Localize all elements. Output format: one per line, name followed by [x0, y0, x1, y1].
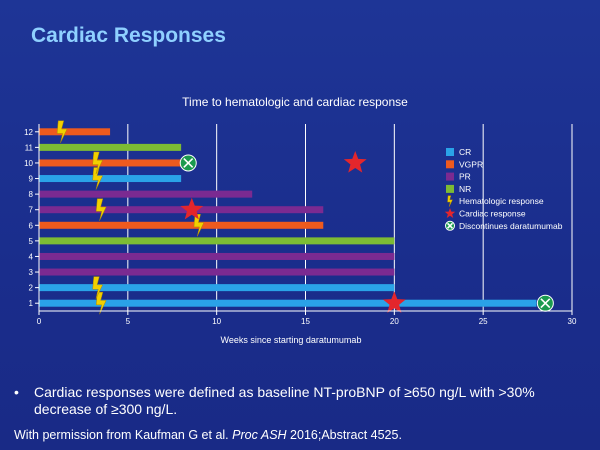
y-tick-label-5: 5	[29, 237, 34, 246]
x-axis-label: Weeks since starting daratumumab	[221, 335, 362, 345]
x-tick-label-20: 20	[390, 317, 399, 326]
bar-patient-1	[39, 299, 537, 307]
legend-label-cr: CR	[459, 147, 471, 157]
y-tick-label-11: 11	[25, 143, 34, 152]
legend-swatch-vgpr	[446, 160, 454, 169]
x-tick-label-30: 30	[568, 317, 577, 326]
discontinue-marker-patient-10	[179, 154, 197, 172]
legend-label-cardiac: Cardiac response	[459, 209, 526, 219]
x-tick-label-5: 5	[126, 317, 131, 326]
bar-patient-2	[39, 284, 395, 292]
bar-patient-5	[39, 237, 395, 245]
response-chart: Time to hematologic and cardiac response…	[24, 95, 577, 345]
hematologic-marker-patient-1	[95, 291, 107, 315]
y-tick-label-12: 12	[24, 128, 33, 137]
bar-patient-11	[39, 143, 182, 151]
hematologic-marker-patient-9	[92, 167, 103, 190]
legend-item-cr: CR	[446, 147, 471, 157]
legend-swatch-pr	[446, 172, 454, 181]
marker-layer	[56, 120, 554, 315]
bar-patient-4	[39, 252, 395, 260]
bullet-marker: •	[14, 384, 19, 400]
x-tick-label-15: 15	[301, 317, 310, 326]
y-tick-label-3: 3	[29, 268, 34, 277]
legend-label-vgpr: VGPR	[459, 159, 483, 169]
bar-patient-7	[39, 206, 324, 214]
legend: CR VGPR PR NR Hematologic response Cardiac re…	[444, 147, 563, 231]
bar-patient-10	[39, 159, 182, 167]
legend-discontinue-icon	[445, 220, 455, 231]
bullet-point: • Cardiac responses were defined as base…	[14, 384, 584, 418]
citation: With permission from Kaufman G et al. Pr…	[14, 428, 402, 442]
y-tick-label-6: 6	[29, 221, 34, 230]
citation-suffix: 2016;Abstract 4525.	[286, 428, 402, 442]
y-tick-label-4: 4	[29, 252, 34, 261]
y-tick-label-10: 10	[24, 159, 33, 168]
legend-label-hematologic: Hematologic response	[459, 196, 544, 206]
chart-title: Time to hematologic and cardiac response	[182, 95, 408, 109]
bar-patient-6	[39, 221, 324, 229]
legend-item-hematologic: Hematologic response	[447, 195, 544, 207]
citation-prefix: With permission from Kaufman G et al.	[14, 428, 233, 442]
y-tick-label-9: 9	[29, 175, 34, 184]
x-tick-label-10: 10	[212, 317, 221, 326]
y-tick-label-1: 1	[29, 299, 34, 308]
legend-item-nr: NR	[446, 184, 471, 194]
bar-patient-3	[39, 268, 395, 276]
hematologic-marker-patient-7	[95, 198, 107, 221]
legend-item-discontinue: Discontinues daratumumab	[445, 220, 563, 231]
cardiac-marker-patient-10	[343, 150, 367, 173]
bar-patient-8	[39, 190, 253, 198]
y-tick-label-2: 2	[29, 284, 34, 293]
legend-star-icon	[444, 208, 456, 218]
citation-journal: Proc ASH	[232, 428, 287, 442]
legend-bolt-icon	[447, 195, 453, 207]
bullet-text: Cardiac responses were defined as baseli…	[34, 384, 535, 417]
cardiac-marker-patient-1	[382, 291, 406, 313]
bar-patient-9	[39, 175, 182, 183]
hematologic-marker-patient-10	[92, 151, 103, 175]
legend-swatch-nr	[446, 184, 454, 193]
bar-layer	[39, 128, 537, 307]
legend-item-cardiac: Cardiac response	[444, 208, 526, 219]
legend-swatch-cr	[446, 148, 454, 156]
cardiac-marker-patient-7	[180, 197, 204, 220]
hematologic-marker-patient-12	[56, 120, 68, 143]
slide-title: Cardiac Responses	[31, 24, 226, 47]
hematologic-marker-patient-2	[92, 276, 103, 299]
x-tick-label-25: 25	[479, 317, 488, 326]
legend-item-pr: PR	[446, 172, 471, 182]
y-tick-label-8: 8	[29, 190, 34, 199]
legend-label-nr: NR	[459, 184, 471, 194]
hematologic-marker-patient-6	[193, 214, 205, 237]
x-tick-label-0: 0	[37, 317, 42, 326]
legend-label-discontinue: Discontinues daratumumab	[459, 221, 563, 231]
discontinue-marker-patient-1	[536, 294, 554, 312]
legend-label-pr: PR	[459, 172, 471, 182]
grid-layer	[127, 124, 573, 311]
legend-item-vgpr: VGPR	[446, 159, 483, 169]
bar-patient-12	[39, 128, 111, 136]
y-tick-label-7: 7	[29, 206, 34, 215]
